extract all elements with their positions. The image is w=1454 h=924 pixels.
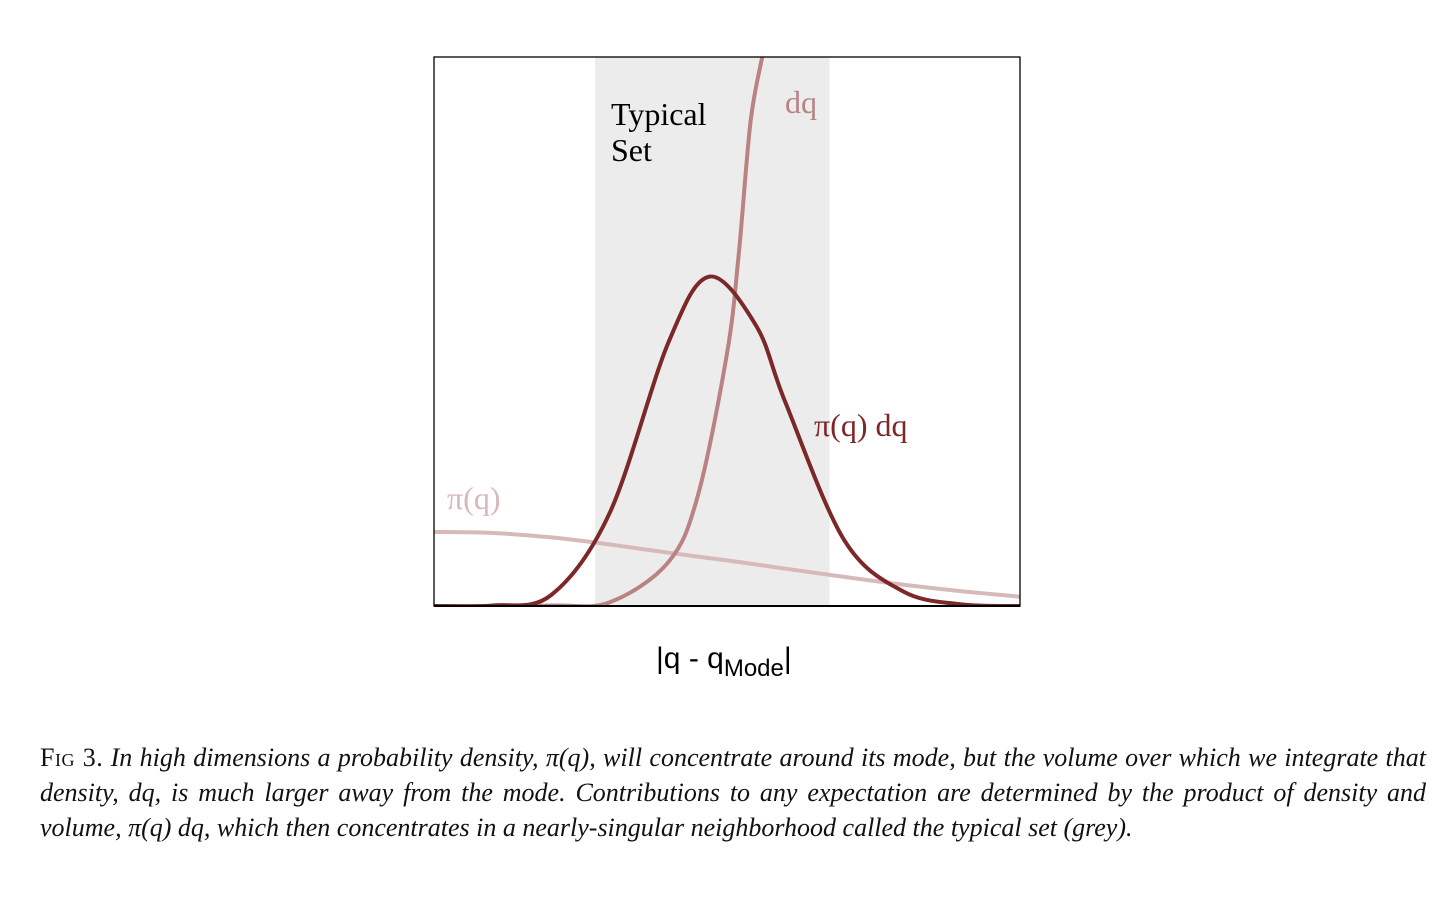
series-label-volume: dq <box>785 84 817 120</box>
typical-set-label-line2: Set <box>611 132 652 168</box>
figure-caption: Fig 3. In high dimensions a probability … <box>40 740 1426 845</box>
caption-figure-id: Fig 3. <box>40 743 104 772</box>
x-axis-label-subscript: Mode <box>724 655 784 682</box>
series-label-product: π(q) dq <box>814 407 907 443</box>
x-axis-label-end: | <box>784 642 792 675</box>
typical-set-band <box>595 57 830 606</box>
product-curve <box>434 274 1020 606</box>
x-axis-label: |q - qMode| <box>656 642 792 682</box>
series-label-density: π(q) <box>447 480 500 516</box>
caption-text: In high dimensions a probability density… <box>40 743 1426 842</box>
x-axis-label-main: |q - q <box>656 642 724 675</box>
chart: Typical Set dq π(q) dq π(q) |q - qMode| <box>433 56 1021 682</box>
density-curve <box>434 529 1020 599</box>
typical-set-label-line1: Typical <box>611 96 707 132</box>
figure: Typical Set dq π(q) dq π(q) |q - qMode| <box>433 56 1021 682</box>
